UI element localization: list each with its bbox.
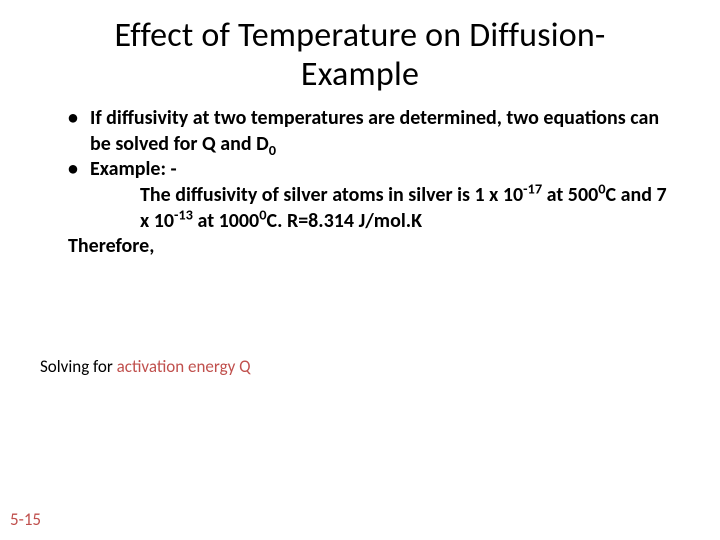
bullet-marker: • (68, 106, 90, 157)
example-mid1: at 500 (542, 183, 598, 207)
exp-2: -13 (174, 205, 193, 223)
bullet-item-2: • Example: - (68, 157, 680, 183)
slide-title: Effect of Temperature on Diffusion- Exam… (70, 16, 650, 94)
page-number: 5-15 (10, 509, 41, 530)
exp-1: -17 (523, 179, 542, 197)
title-line-1: Effect of Temperature on Diffusion- (114, 15, 605, 56)
example-tail: C. R=8.314 J/mol.K (267, 209, 423, 233)
bullet-text-2: Example: - (90, 157, 680, 183)
degree-sup-b: 0 (259, 205, 266, 223)
bullet-marker: • (68, 157, 90, 183)
degree-sup-a: 0 (598, 179, 605, 197)
therefore-line: Therefore, (68, 234, 680, 260)
solving-pre: Solving for (40, 356, 117, 377)
solving-line: Solving for activation energy Q (40, 356, 680, 377)
bullet1-main: If diffusivity at two temperatures are d… (90, 106, 659, 156)
bullet-text-1: If diffusivity at two temperatures are d… (90, 106, 680, 157)
example-mid3: at 1000 (193, 209, 259, 233)
title-line-2: Example (301, 54, 419, 95)
solving-highlight: activation energy Q (117, 356, 251, 377)
example-body: The diffusivity of silver atoms in silve… (140, 183, 680, 234)
bullet2-label: Example: - (90, 157, 177, 181)
slide: Effect of Temperature on Diffusion- Exam… (0, 0, 720, 540)
bullet-list: • If diffusivity at two temperatures are… (68, 106, 680, 260)
example-pre: The diffusivity of silver atoms in silve… (140, 183, 523, 207)
bullet-item-1: • If diffusivity at two temperatures are… (68, 106, 680, 157)
bullet1-subscript: 0 (269, 141, 276, 159)
